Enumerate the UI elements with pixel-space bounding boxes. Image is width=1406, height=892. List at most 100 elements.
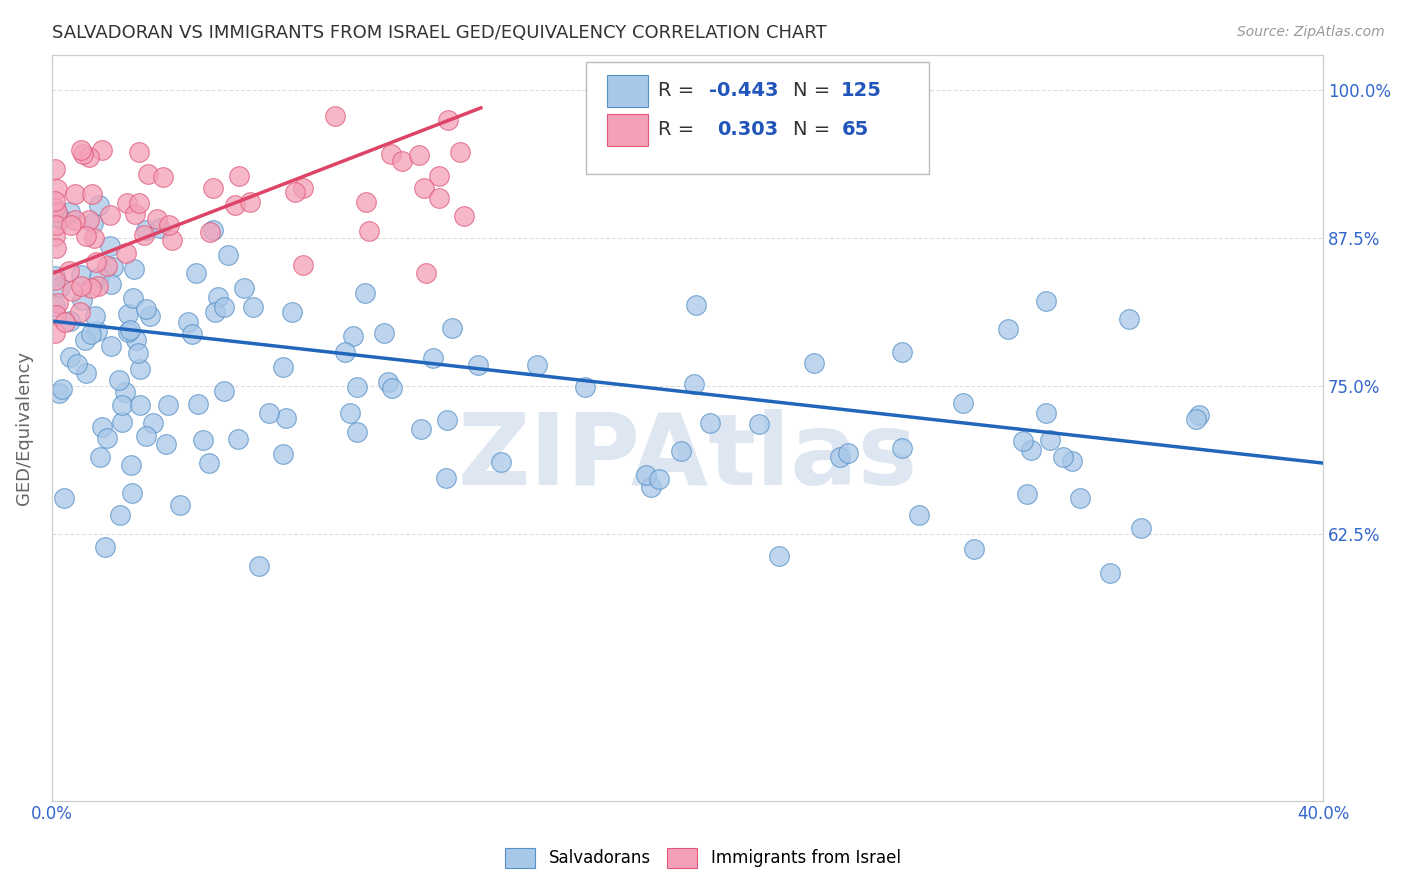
Point [291, 259, 314, 273]
Text: -0.443: -0.443 [709, 81, 779, 100]
Point [434, 471, 457, 485]
Point [44, 326, 66, 340]
Point [198, 456, 221, 470]
Point [186, 266, 208, 280]
Point [1069, 491, 1091, 505]
Point [135, 429, 157, 443]
Point [453, 209, 475, 223]
Point [803, 356, 825, 370]
Point [333, 345, 356, 359]
Point [193, 434, 215, 448]
Point [132, 227, 155, 242]
Point [101, 260, 124, 274]
Point [837, 446, 859, 460]
FancyBboxPatch shape [607, 76, 648, 107]
Point [891, 345, 914, 359]
Point [952, 396, 974, 410]
Point [118, 322, 141, 336]
Point [242, 300, 264, 314]
Point [100, 277, 122, 292]
Point [127, 345, 149, 359]
Point [75, 229, 97, 244]
Point [1118, 311, 1140, 326]
Point [149, 221, 172, 235]
Point [1184, 412, 1206, 426]
Point [73, 333, 96, 347]
Point [217, 247, 239, 261]
Point [45, 182, 67, 196]
Point [157, 218, 180, 232]
Point [997, 322, 1019, 336]
Point [44, 194, 66, 209]
Point [169, 498, 191, 512]
Point [212, 300, 235, 314]
Point [247, 558, 270, 573]
Point [381, 381, 404, 395]
Point [200, 225, 222, 239]
Point [94, 540, 117, 554]
Point [128, 196, 150, 211]
Point [77, 213, 100, 227]
Text: 125: 125 [841, 81, 882, 100]
Point [139, 309, 162, 323]
Point [1098, 566, 1121, 581]
Point [80, 326, 103, 341]
Text: SALVADORAN VS IMMIGRANTS FROM ISRAEL GED/EQUIVALENCY CORRELATION CHART: SALVADORAN VS IMMIGRANTS FROM ISRAEL GED… [52, 24, 827, 42]
Point [44, 218, 66, 232]
Point [634, 467, 657, 482]
Point [84, 309, 107, 323]
Point [187, 397, 209, 411]
Point [354, 285, 377, 300]
Point [323, 109, 346, 123]
Point [640, 479, 662, 493]
Point [427, 169, 450, 183]
Point [669, 443, 692, 458]
Point [271, 359, 294, 374]
Point [46, 295, 69, 310]
Point [44, 268, 66, 283]
Point [86, 324, 108, 338]
Point [436, 413, 458, 427]
Point [45, 241, 67, 255]
Point [212, 384, 235, 399]
Point [274, 410, 297, 425]
Point [135, 302, 157, 317]
Point [202, 181, 225, 195]
Point [96, 259, 118, 273]
Point [111, 398, 134, 412]
Point [373, 326, 395, 340]
Point [80, 186, 103, 201]
Point [427, 191, 450, 205]
Point [1187, 408, 1209, 422]
Point [125, 333, 148, 347]
Point [207, 290, 229, 304]
Point [380, 147, 402, 161]
Point [98, 239, 121, 253]
Point [124, 206, 146, 220]
Point [98, 208, 121, 222]
Point [1012, 434, 1035, 448]
Point [146, 211, 169, 226]
Point [228, 169, 250, 183]
Point [79, 281, 101, 295]
Point [408, 147, 430, 161]
Point [292, 180, 315, 194]
Text: R =: R = [658, 81, 700, 100]
Point [45, 205, 67, 219]
Point [204, 305, 226, 319]
Point [44, 273, 66, 287]
Text: Source: ZipAtlas.com: Source: ZipAtlas.com [1237, 25, 1385, 39]
Point [152, 169, 174, 184]
Point [1060, 453, 1083, 467]
Point [117, 307, 139, 321]
Point [682, 377, 704, 392]
Point [409, 421, 432, 435]
Point [339, 406, 361, 420]
Point [66, 358, 89, 372]
Point [135, 223, 157, 237]
Y-axis label: GED/Equivalency: GED/Equivalency [15, 351, 32, 505]
Point [828, 450, 851, 464]
Point [574, 380, 596, 394]
Point [44, 228, 66, 243]
Point [70, 268, 93, 282]
